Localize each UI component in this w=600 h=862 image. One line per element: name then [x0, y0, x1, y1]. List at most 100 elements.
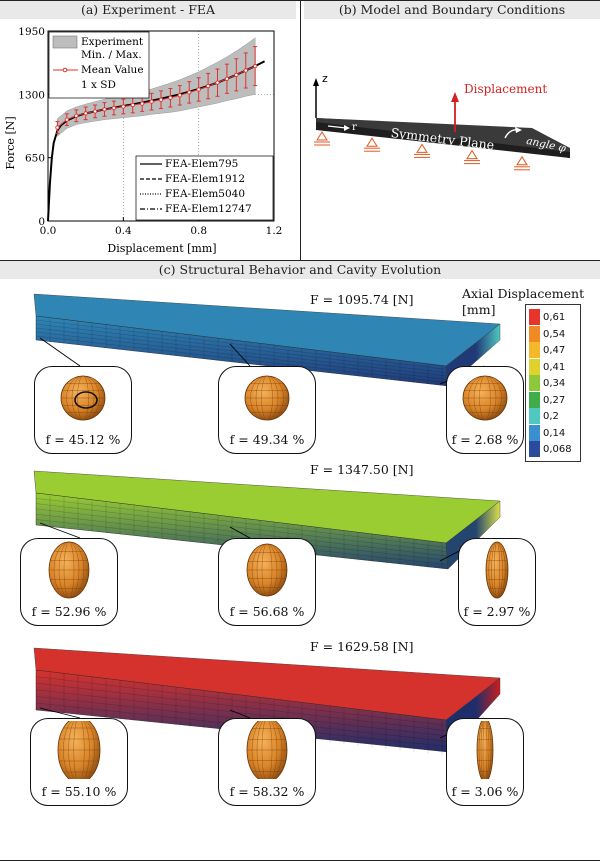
scale-swatch — [529, 358, 540, 375]
void-fraction-label: f = 2.68 % — [451, 432, 519, 447]
leader-line — [229, 526, 251, 539]
legend-bottom-entry: FEA-Elem5040 — [165, 188, 245, 200]
y-tick-label: 1300 — [18, 89, 45, 101]
panel-b-title: (b) Model and Boundary Conditions — [304, 1, 600, 19]
mean-point — [121, 104, 126, 109]
scale-row: 0,61 — [529, 309, 579, 325]
scale-swatch — [529, 309, 540, 325]
bottom-rule — [0, 860, 600, 861]
scale-row: 0,2 — [529, 408, 579, 424]
color-scale-legend: 0,61 0,54 0,47 0,41 0,34 0,27 0,2 0,14 0,068 — [525, 304, 581, 462]
cavity-bubble: f = 3.06 % — [446, 718, 524, 806]
cavity-bubble: f = 56.68 % — [218, 538, 316, 626]
legend-bottom-entry: FEA-Elem795 — [165, 158, 238, 170]
support-icon — [416, 143, 428, 153]
legend-bottom-entry: FEA-Elem12747 — [165, 203, 252, 215]
scale-value: 0,2 — [543, 411, 559, 422]
legend-top-entry: 1 x SD — [81, 79, 116, 91]
scale-swatch — [529, 325, 540, 342]
force-label: F = 1629.58 [N] — [310, 639, 414, 654]
legend-top-entry: Experiment — [81, 36, 144, 48]
scale-value: 0,54 — [543, 328, 566, 340]
mean-value-line — [57, 65, 256, 128]
y-tick-label: 1950 — [18, 26, 45, 38]
void-fraction-label: f = 3.06 % — [451, 784, 519, 799]
z-arrow-icon — [313, 78, 319, 86]
mean-point — [149, 99, 154, 104]
cavity-bubble: f = 45.12 % — [34, 366, 132, 454]
support-icon — [316, 131, 328, 141]
force-label: F = 1095.74 [N] — [310, 292, 414, 307]
legend-title-2: [mm] — [462, 302, 496, 317]
support-icon — [366, 137, 378, 147]
scale-row: 0,34 — [529, 375, 579, 391]
x-tick-label: 0.0 — [40, 225, 57, 237]
support-icon — [516, 155, 528, 166]
displacement-arrow-icon — [451, 92, 459, 102]
void-fraction-label: f = 49.34 % — [229, 432, 305, 447]
mean-point — [168, 95, 173, 100]
scale-row: 0,068 — [529, 441, 579, 457]
leader-line — [39, 707, 81, 719]
x-tick-label: 1.2 — [266, 225, 283, 237]
scale-value: 0,068 — [543, 444, 572, 455]
x-tick-label: 0.8 — [190, 225, 207, 237]
scale-swatch — [529, 375, 540, 391]
deformed-beam-1 — [33, 293, 501, 387]
panel-divider — [300, 0, 301, 260]
scale-swatch — [529, 441, 540, 457]
support-icon — [466, 149, 478, 160]
scale-row: 0,41 — [529, 358, 579, 375]
mean-point — [102, 107, 107, 112]
leader-line — [229, 343, 251, 367]
scale-swatch — [529, 408, 540, 424]
r-axis-label: r — [352, 122, 357, 133]
mean-point — [205, 83, 211, 89]
mid-rule — [0, 260, 600, 261]
legend-bottom: FEA-Elem795 FEA-Elem1912 FEA-Elem5040 FEA-E… — [135, 155, 274, 221]
legend-band-swatch — [52, 35, 78, 49]
scale-swatch — [529, 424, 540, 441]
scale-row: 0,54 — [529, 325, 579, 342]
mean-point — [187, 90, 192, 95]
cavity-bubble: f = 55.10 % — [30, 718, 128, 806]
mean-point — [158, 97, 164, 102]
leader-line — [39, 522, 81, 539]
mean-point — [177, 93, 182, 98]
mean-point — [74, 113, 79, 118]
mean-point — [111, 105, 117, 111]
legend-bottom-entry: FEA-Elem1912 — [165, 173, 245, 185]
force-label: F = 1347.50 [N] — [310, 462, 414, 477]
void-fraction-label: f = 52.96 % — [31, 604, 107, 619]
scale-value: 0,41 — [543, 361, 566, 373]
legend-top-entry: Mean Value — [81, 64, 144, 76]
mean-point — [215, 80, 220, 85]
scale-value: 0,27 — [543, 394, 566, 406]
void-fraction-label: f = 55.10 % — [41, 784, 117, 799]
cavity-bubble: f = 49.34 % — [218, 366, 316, 454]
scale-value: 0,61 — [543, 312, 566, 323]
scale-value: 0,34 — [543, 378, 566, 389]
angle-arrow-icon — [515, 127, 522, 133]
x-axis-label: Displacement [mm] — [107, 242, 216, 255]
y-tick-label: 0 — [38, 216, 45, 228]
cavity-bubble: f = 2.68 % — [446, 366, 524, 454]
scale-row: 0,27 — [529, 391, 579, 408]
mean-point — [64, 117, 69, 122]
mean-point — [55, 125, 60, 130]
support-symbols — [314, 131, 530, 171]
legend-title-1: Axial Displacement — [462, 286, 585, 301]
mean-point — [130, 102, 135, 108]
mean-point — [253, 63, 258, 69]
r-arrow-icon — [344, 125, 350, 131]
void-fraction-label: f = 58.32 % — [229, 784, 305, 799]
mean-point — [140, 101, 145, 106]
void-fraction-label: f = 2.97 % — [463, 604, 531, 619]
displacement-label: Displacement — [464, 82, 547, 96]
x-tick-label: 0.4 — [115, 225, 132, 237]
mean-point — [243, 68, 248, 73]
scale-value: 0,14 — [543, 427, 566, 439]
plot-frame — [47, 30, 275, 222]
